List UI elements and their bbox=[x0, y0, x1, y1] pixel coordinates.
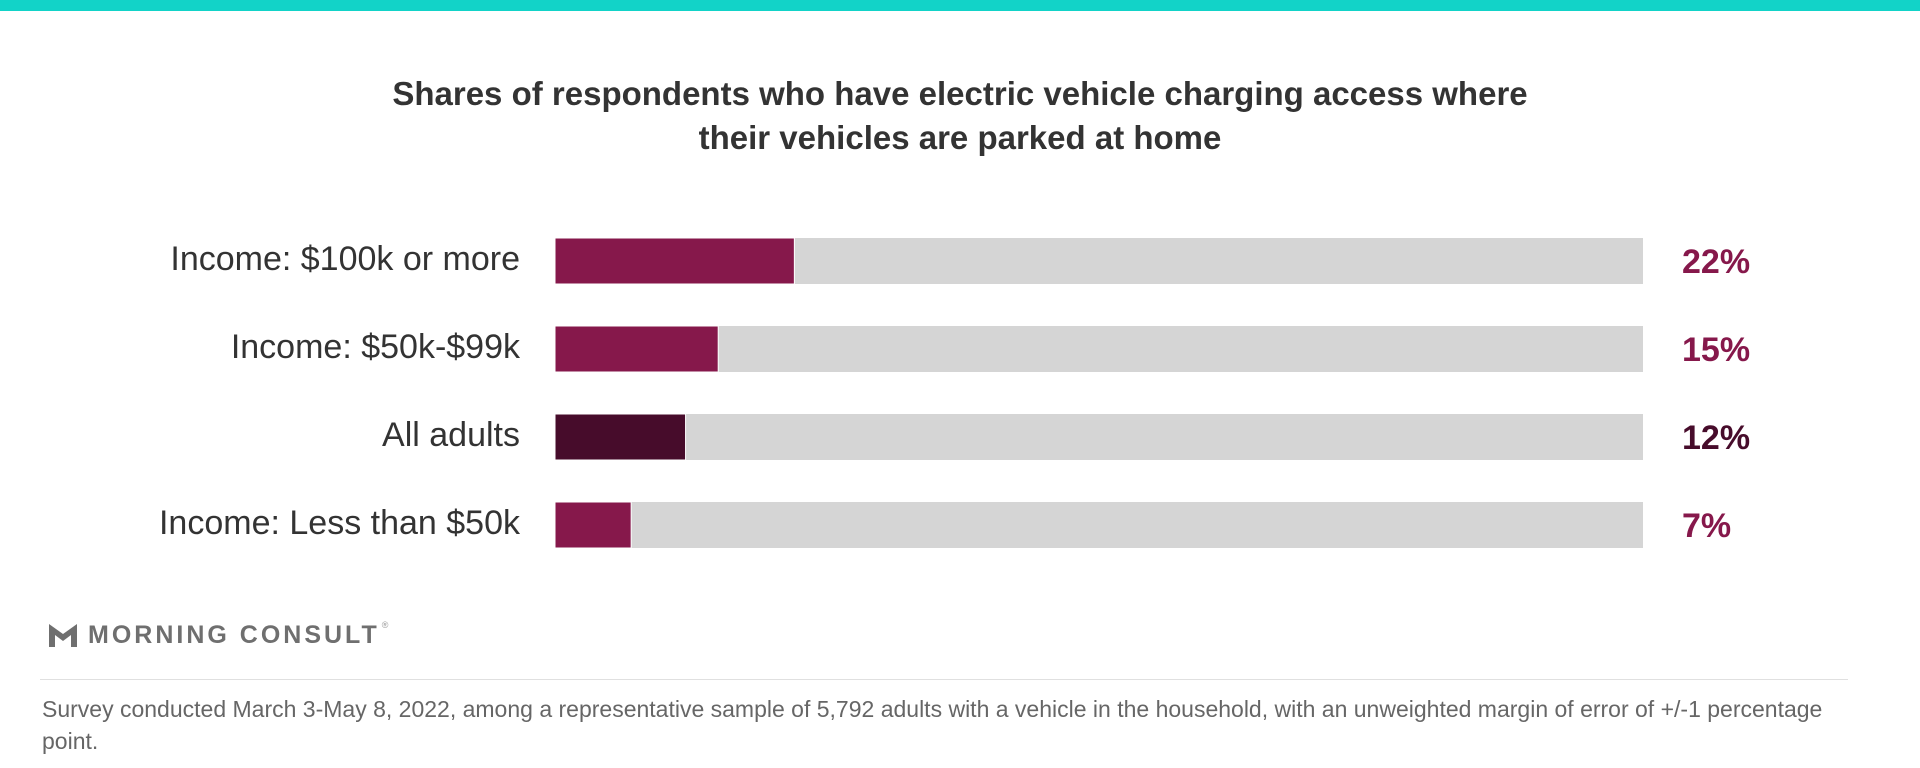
category-label-income-50k-99k: Income: $50k-$99k bbox=[231, 328, 521, 366]
category-label-income-less-than-50k: Income: Less than $50k bbox=[159, 504, 521, 542]
value-label-income-100k-or-more: 22% bbox=[1682, 243, 1750, 281]
bar-all-adults bbox=[554, 413, 687, 461]
chart-title: Shares of respondents who have electric … bbox=[0, 72, 1920, 160]
chart-title-line-2: their vehicles are parked at home bbox=[698, 119, 1222, 156]
accent-top-bar bbox=[0, 0, 1920, 11]
category-label-income-100k-or-more: Income: $100k or more bbox=[170, 240, 520, 278]
brand-logo: MORNING CONSULT ® bbox=[48, 618, 388, 652]
bar-track-income-50k-99k bbox=[555, 326, 1643, 372]
bar-track-income-less-than-50k bbox=[555, 502, 1643, 548]
brand-name: MORNING CONSULT bbox=[88, 620, 380, 649]
source-footnote: Survey conducted March 3-May 8, 2022, am… bbox=[42, 696, 1823, 754]
value-label-income-less-than-50k: 7% bbox=[1682, 507, 1731, 545]
bar-income-50k-99k bbox=[554, 325, 719, 373]
value-label-all-adults: 12% bbox=[1682, 419, 1750, 457]
category-label-all-adults: All adults bbox=[382, 416, 520, 454]
chart-title-line-1: Shares of respondents who have electric … bbox=[392, 75, 1528, 112]
footer-divider bbox=[40, 679, 1848, 680]
bar-income-less-than-50k bbox=[554, 501, 632, 549]
bar-income-100k-or-more bbox=[554, 237, 795, 285]
value-label-income-50k-99k: 15% bbox=[1682, 331, 1750, 369]
morning-consult-m-icon bbox=[49, 624, 77, 647]
brand-registered-mark: ® bbox=[381, 620, 389, 630]
bar-track-all-adults bbox=[555, 414, 1643, 460]
